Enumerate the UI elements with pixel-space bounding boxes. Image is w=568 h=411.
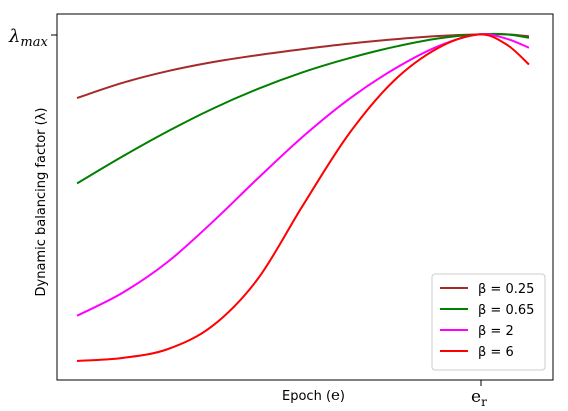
series-layer [76,32,530,362]
series-line-2 [76,32,530,185]
legend-box [431,273,546,371]
series-line-1 [76,33,530,99]
legend-label-3: β = 2 [478,324,514,339]
y-axis-label: Dynamic balancing factor (λ) [34,108,49,297]
legend-label-2: β = 0.65 [478,303,534,318]
y-tick-label-lambda-max: λmax [8,26,48,50]
plot-frame [56,13,554,381]
legend-items: β = 0.25 β = 0.65 β = 2 β = 6 [440,282,534,360]
legend: β = 0.25 β = 0.65 β = 2 β = 6 [431,273,546,371]
x-tick-label-er: er [471,387,487,409]
series-line-4 [76,33,530,362]
legend-label-4: β = 6 [478,345,514,360]
legend-label-1: β = 0.25 [478,282,534,297]
x-axis-label: Epoch (e) [282,386,345,404]
